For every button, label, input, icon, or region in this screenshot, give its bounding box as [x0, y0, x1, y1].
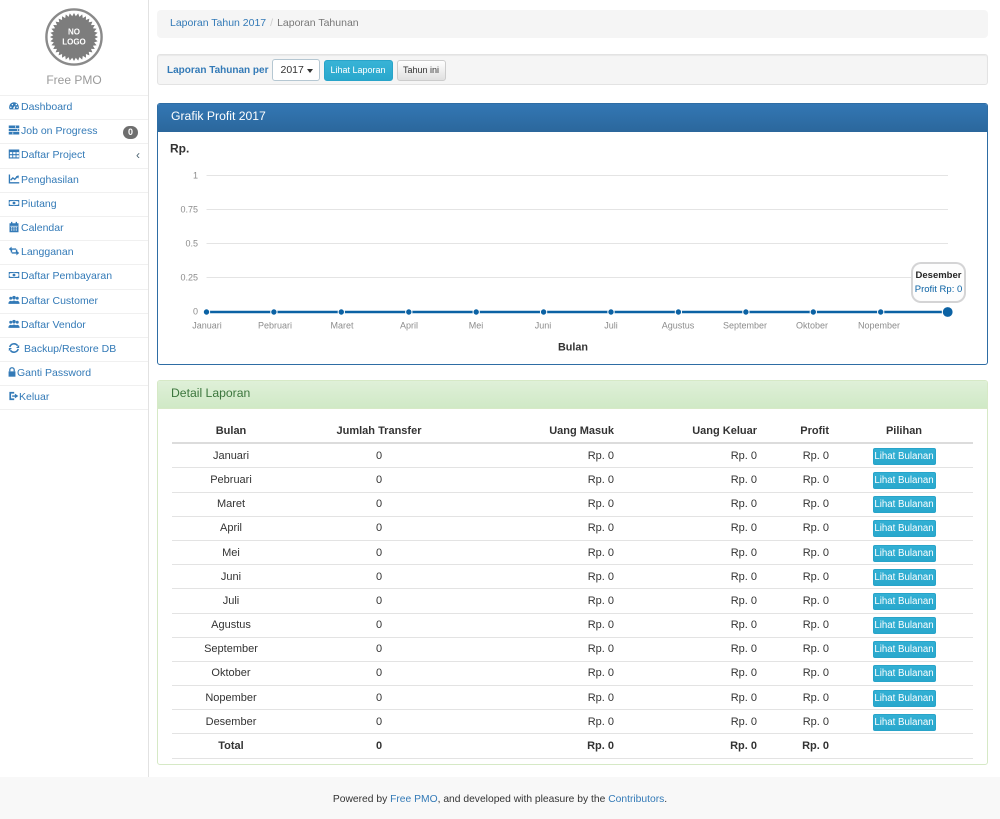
- svg-text:Maret: Maret: [330, 321, 354, 331]
- svg-text:Pebruari: Pebruari: [258, 321, 292, 331]
- svg-text:0.75: 0.75: [180, 205, 198, 215]
- svg-text:Nopember: Nopember: [858, 321, 900, 331]
- svg-text:April: April: [400, 321, 418, 331]
- svg-text:Juli: Juli: [604, 321, 618, 331]
- svg-text:0.25: 0.25: [180, 273, 198, 283]
- svg-text:0: 0: [193, 307, 198, 317]
- svg-text:September: September: [723, 321, 767, 331]
- svg-text:Januari: Januari: [192, 321, 222, 331]
- svg-text:Oktober: Oktober: [796, 321, 828, 331]
- svg-text:NO: NO: [68, 28, 80, 37]
- svg-text:Bulan: Bulan: [558, 342, 588, 354]
- svg-text:Rp.: Rp.: [170, 142, 189, 156]
- svg-text:Agustus: Agustus: [662, 321, 695, 331]
- svg-text:Mei: Mei: [469, 321, 484, 331]
- svg-text:Juni: Juni: [535, 321, 552, 331]
- svg-text:0.5: 0.5: [185, 239, 198, 249]
- svg-text:LOGO: LOGO: [62, 38, 86, 47]
- svg-text:1: 1: [193, 171, 198, 181]
